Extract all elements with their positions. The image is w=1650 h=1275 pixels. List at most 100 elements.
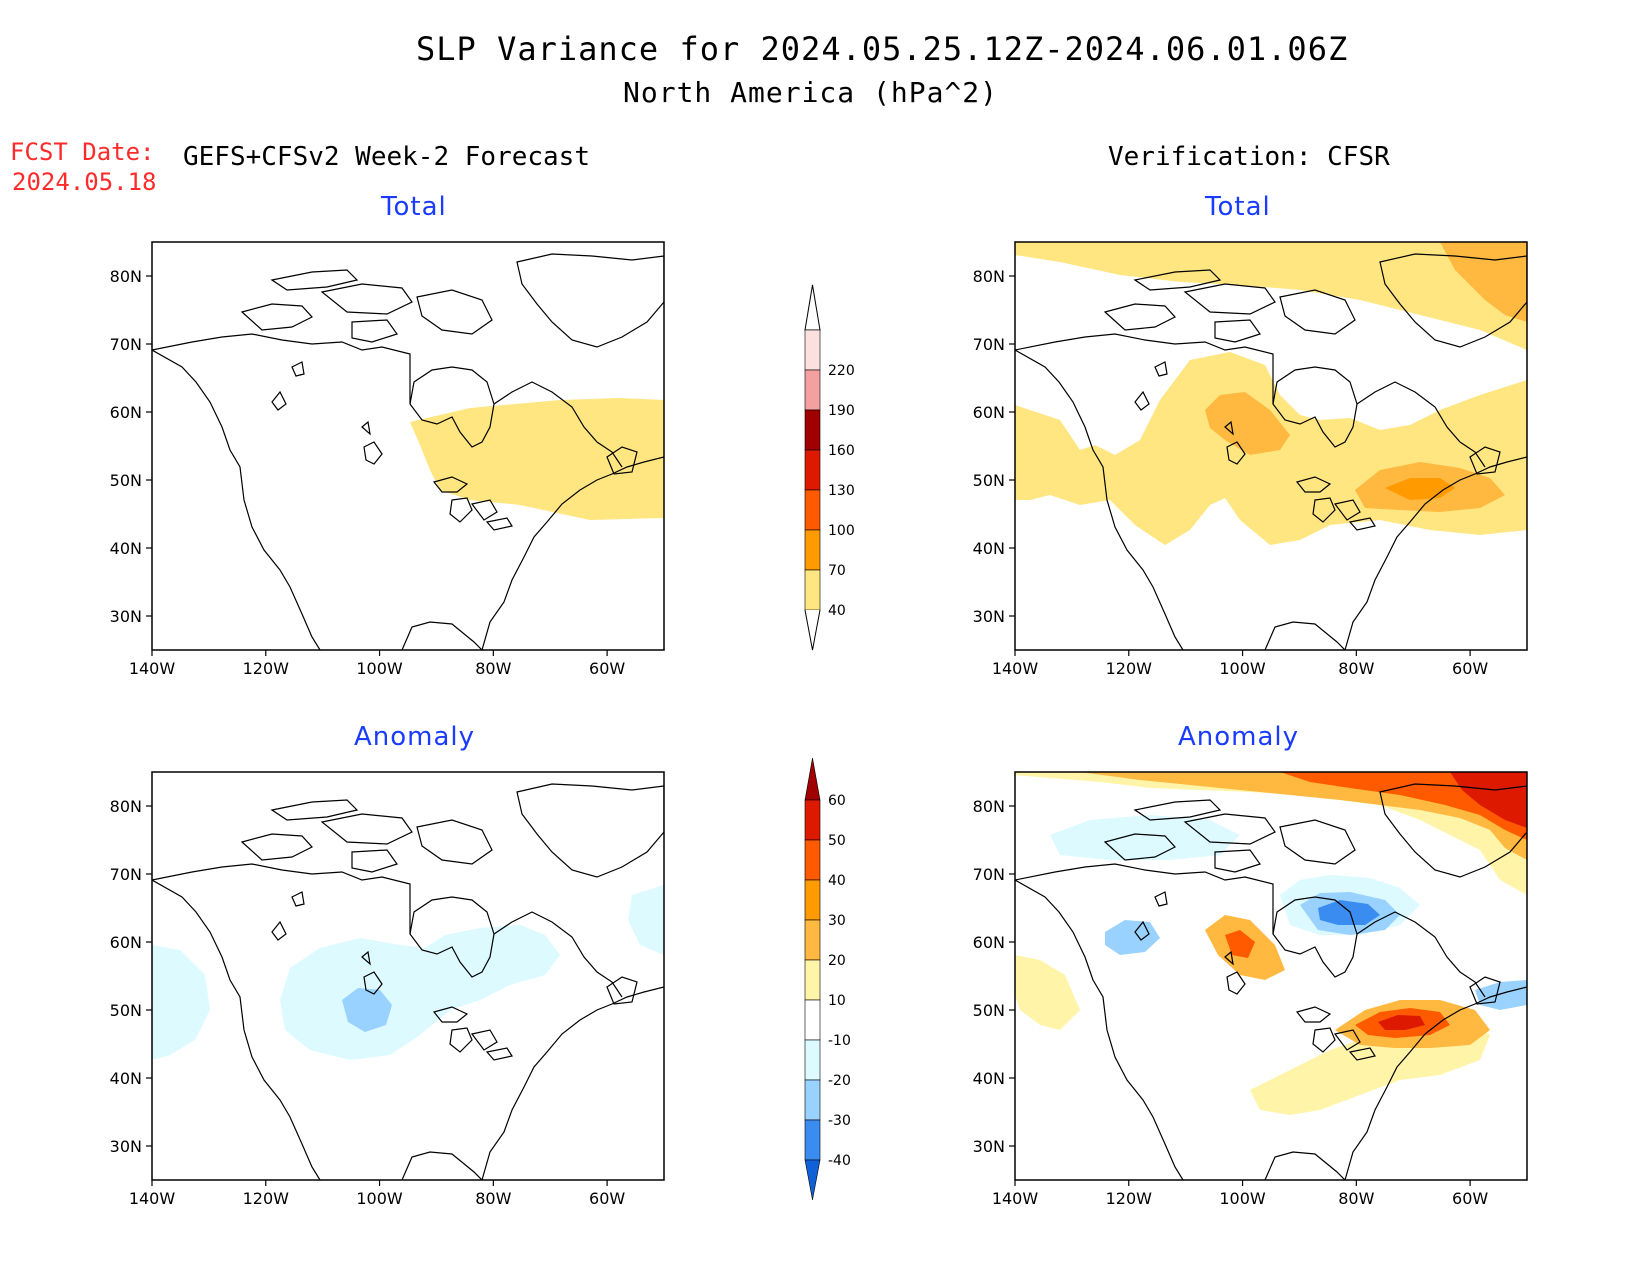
- verification-anomaly-region-dark-red-east: [1378, 1015, 1425, 1030]
- verification-anomaly-lat-label: 40N: [973, 1069, 1005, 1088]
- forecast-anomaly-title: Anomaly: [354, 722, 476, 752]
- verification-total-lon-label: 140W: [992, 659, 1039, 678]
- verification-anomaly-lon-label: 60W: [1452, 1189, 1488, 1208]
- total-colorbar-label: 40: [828, 603, 846, 619]
- forecast-total-lon-label: 100W: [356, 659, 403, 678]
- total-colorbar-swatch: [804, 529, 821, 571]
- forecast-total-lat-label: 60N: [110, 403, 142, 422]
- total-colorbar-swatch: [804, 369, 821, 411]
- fcst-date: 2024.05.18: [12, 168, 157, 196]
- forecast-total-lat-label: 40N: [110, 539, 142, 558]
- forecast-anomaly-lat-label: 80N: [110, 797, 142, 816]
- verification-anomaly-lon-label: 120W: [1106, 1189, 1153, 1208]
- forecast-anomaly-lon-label: 80W: [475, 1189, 511, 1208]
- forecast-anomaly-region-light-blue-east: [628, 885, 664, 955]
- forecast-total-lat-label: 30N: [110, 607, 142, 626]
- verification-anomaly-lon-label: 80W: [1338, 1189, 1374, 1208]
- total-colorbar-label: 190: [828, 403, 855, 419]
- forecast-total-lat-label: 50N: [110, 471, 142, 490]
- verification-anomaly-region-deep-blue-central: [1318, 900, 1380, 925]
- anomaly-colorbar-top-cap: [804, 757, 821, 801]
- forecast-total-lon-label: 80W: [475, 659, 511, 678]
- verification-total-frame: [1014, 241, 1528, 651]
- total-colorbar-label: 160: [828, 443, 855, 459]
- total-colorbar-top-cap: [804, 284, 821, 331]
- anomaly-colorbar-bottom-cap: [804, 1159, 821, 1201]
- total-colorbar-label: 70: [828, 563, 846, 579]
- verification-anomaly-region-yellow-band: [1015, 955, 1080, 1030]
- forecast-anomaly-lat-label: 40N: [110, 1069, 142, 1088]
- forecast-total-lon-label: 120W: [243, 659, 290, 678]
- verification-total-lat-label: 40N: [973, 539, 1005, 558]
- total-colorbar-label: 130: [828, 483, 855, 499]
- forecast-anomaly-region-light-blue-central: [280, 925, 560, 1060]
- total-colorbar-label: 220: [828, 363, 855, 379]
- verification-total-region-orange-north: [1440, 242, 1527, 322]
- verification-anomaly-lat-label: 30N: [973, 1137, 1005, 1156]
- axes-layer: 80N 70N 60N 50N 40N 30N 140W 120W 100W 80W 60W 80N 7…: [110, 267, 1489, 1208]
- verification-anomaly-lat-label: 70N: [973, 865, 1005, 884]
- anomaly-colorbar-label: 30: [828, 913, 846, 929]
- verification-total-lat-label: 60N: [973, 403, 1005, 422]
- forecast-total-lon-label: 60W: [589, 659, 625, 678]
- anomaly-colorbar-label: -30: [828, 1113, 851, 1129]
- anomaly-colorbar-swatch: [804, 919, 821, 961]
- forecast-total-lat-label: 70N: [110, 335, 142, 354]
- anomaly-colorbar-swatch: [804, 1079, 821, 1121]
- anomaly-colorbar-swatch: [804, 999, 821, 1041]
- anomaly-colorbar-swatch: [804, 839, 821, 881]
- anomaly-colorbar-swatch: [804, 1039, 821, 1081]
- verification-total-lon-label: 100W: [1219, 659, 1266, 678]
- verification-anomaly-panel: [1015, 772, 1527, 1180]
- forecast-total-lat-label: 80N: [110, 267, 142, 286]
- fcst-label: FCST Date:: [10, 138, 155, 166]
- verification-header: Verification: CFSR: [1108, 142, 1390, 172]
- verification-total-region-top-yellow: [1015, 242, 1527, 350]
- total-colorbar-swatch: [804, 329, 821, 371]
- forecast-anomaly-lat-label: 70N: [110, 865, 142, 884]
- forecast-anomaly-panel: [152, 772, 664, 1180]
- anomaly-colorbar-label: -20: [828, 1073, 851, 1089]
- verification-anomaly-lat-label: 50N: [973, 1001, 1005, 1020]
- verification-anomaly-region-cyan-north: [1050, 815, 1240, 860]
- forecast-anomaly-lon-label: 140W: [129, 1189, 176, 1208]
- anomaly-colorbar-label: 40: [828, 873, 846, 889]
- forecast-anomaly-lon-label: 100W: [356, 1189, 403, 1208]
- forecast-anomaly-region-medium-blue: [342, 988, 392, 1032]
- forecast-total-region-40-70: [410, 398, 664, 520]
- forecast-anomaly-frame: [151, 771, 665, 1181]
- page-title: SLP Variance for 2024.05.25.12Z-2024.06.…: [416, 30, 1349, 68]
- anomaly-colorbar-swatch: [804, 959, 821, 1001]
- verification-anomaly-region-red-west: [1225, 930, 1255, 958]
- total-colorbar-label: 100: [828, 523, 855, 539]
- verification-anomaly-lon-label: 140W: [992, 1189, 1039, 1208]
- forecast-anomaly-lat-label: 30N: [110, 1137, 142, 1156]
- anomaly-colorbar-label: 50: [828, 833, 846, 849]
- total-colorbar-swatch: [804, 449, 821, 491]
- verification-total-lon-label: 120W: [1106, 659, 1153, 678]
- anomaly-colorbar-swatch: [804, 879, 821, 921]
- verification-anomaly-lon-label: 100W: [1219, 1189, 1266, 1208]
- verification-total-lat-label: 80N: [973, 267, 1005, 286]
- verification-anomaly-title: Anomaly: [1178, 722, 1300, 752]
- verification-total-lon-label: 80W: [1338, 659, 1374, 678]
- forecast-total-lon-label: 140W: [129, 659, 176, 678]
- page-subtitle: North America (hPa^2): [623, 76, 999, 109]
- forecast-anomaly-region-light-blue-west: [152, 945, 210, 1060]
- verification-total-panel: [1015, 242, 1527, 650]
- verification-total-lat-label: 30N: [973, 607, 1005, 626]
- verification-total-lat-label: 50N: [973, 471, 1005, 490]
- forecast-total-frame: [151, 241, 665, 651]
- anomaly-colorbar-label: -40: [828, 1153, 851, 1169]
- forecast-anomaly-lat-label: 50N: [110, 1001, 142, 1020]
- verification-total-lon-label: 60W: [1452, 659, 1488, 678]
- forecast-anomaly-lon-label: 60W: [589, 1189, 625, 1208]
- verification-total-lat-label: 70N: [973, 335, 1005, 354]
- forecast-anomaly-lat-label: 60N: [110, 933, 142, 952]
- verification-anomaly-region-top-dark-red: [1450, 772, 1527, 828]
- verification-anomaly-frame: [1014, 771, 1528, 1181]
- verification-anomaly-lat-label: 80N: [973, 797, 1005, 816]
- forecast-anomaly-lon-label: 120W: [243, 1189, 290, 1208]
- forecast-total-panel: [152, 242, 664, 650]
